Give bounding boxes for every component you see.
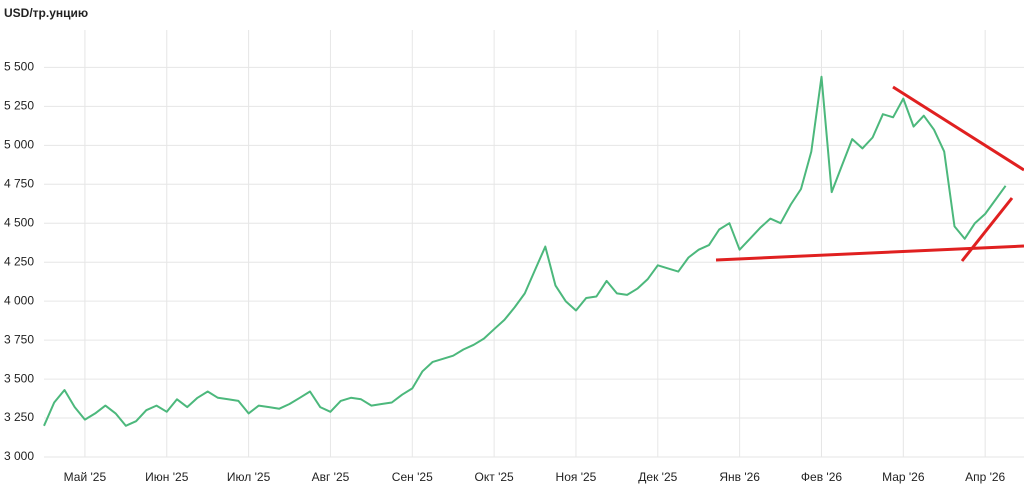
y-axis-label: USD/тр.унцию xyxy=(4,6,88,20)
y-tick-label: 3 000 xyxy=(4,449,34,463)
y-tick-label: 4 250 xyxy=(4,254,34,268)
trendline xyxy=(892,85,1024,172)
x-tick-label: Июн '25 xyxy=(145,470,189,484)
trendlines xyxy=(715,85,1024,262)
x-tick-label: Фев '26 xyxy=(801,470,842,484)
x-tick-label: Апр '26 xyxy=(965,470,1005,484)
y-tick-label: 4 750 xyxy=(4,176,34,190)
x-tick-label: Янв '26 xyxy=(719,470,760,484)
x-tick-label: Авг '25 xyxy=(312,470,350,484)
y-tick-label: 4 500 xyxy=(4,215,34,229)
trendline xyxy=(960,197,1014,262)
y-tick-label: 5 000 xyxy=(4,137,34,151)
plot xyxy=(43,75,1007,427)
x-tick-label: Июл '25 xyxy=(227,470,271,484)
grid xyxy=(44,30,1024,458)
y-tick-label: 5 500 xyxy=(4,60,34,74)
trendline xyxy=(715,244,1024,262)
x-tick-label: Мар '26 xyxy=(882,470,925,484)
x-tick-label: Сен '25 xyxy=(392,470,433,484)
y-tick-label: 5 250 xyxy=(4,99,34,113)
y-tick-label: 3 750 xyxy=(4,332,34,346)
y-tick-label: 3 250 xyxy=(4,410,34,424)
y-tick-label: 3 500 xyxy=(4,371,34,385)
x-tick-label: Дек '25 xyxy=(638,470,677,484)
x-tick-label: Ноя '25 xyxy=(556,470,597,484)
price-line xyxy=(43,75,1007,427)
x-tick-label: Май '25 xyxy=(64,470,107,484)
x-tick-label: Окт '25 xyxy=(475,470,515,484)
y-tick-label: 4 000 xyxy=(4,293,34,307)
